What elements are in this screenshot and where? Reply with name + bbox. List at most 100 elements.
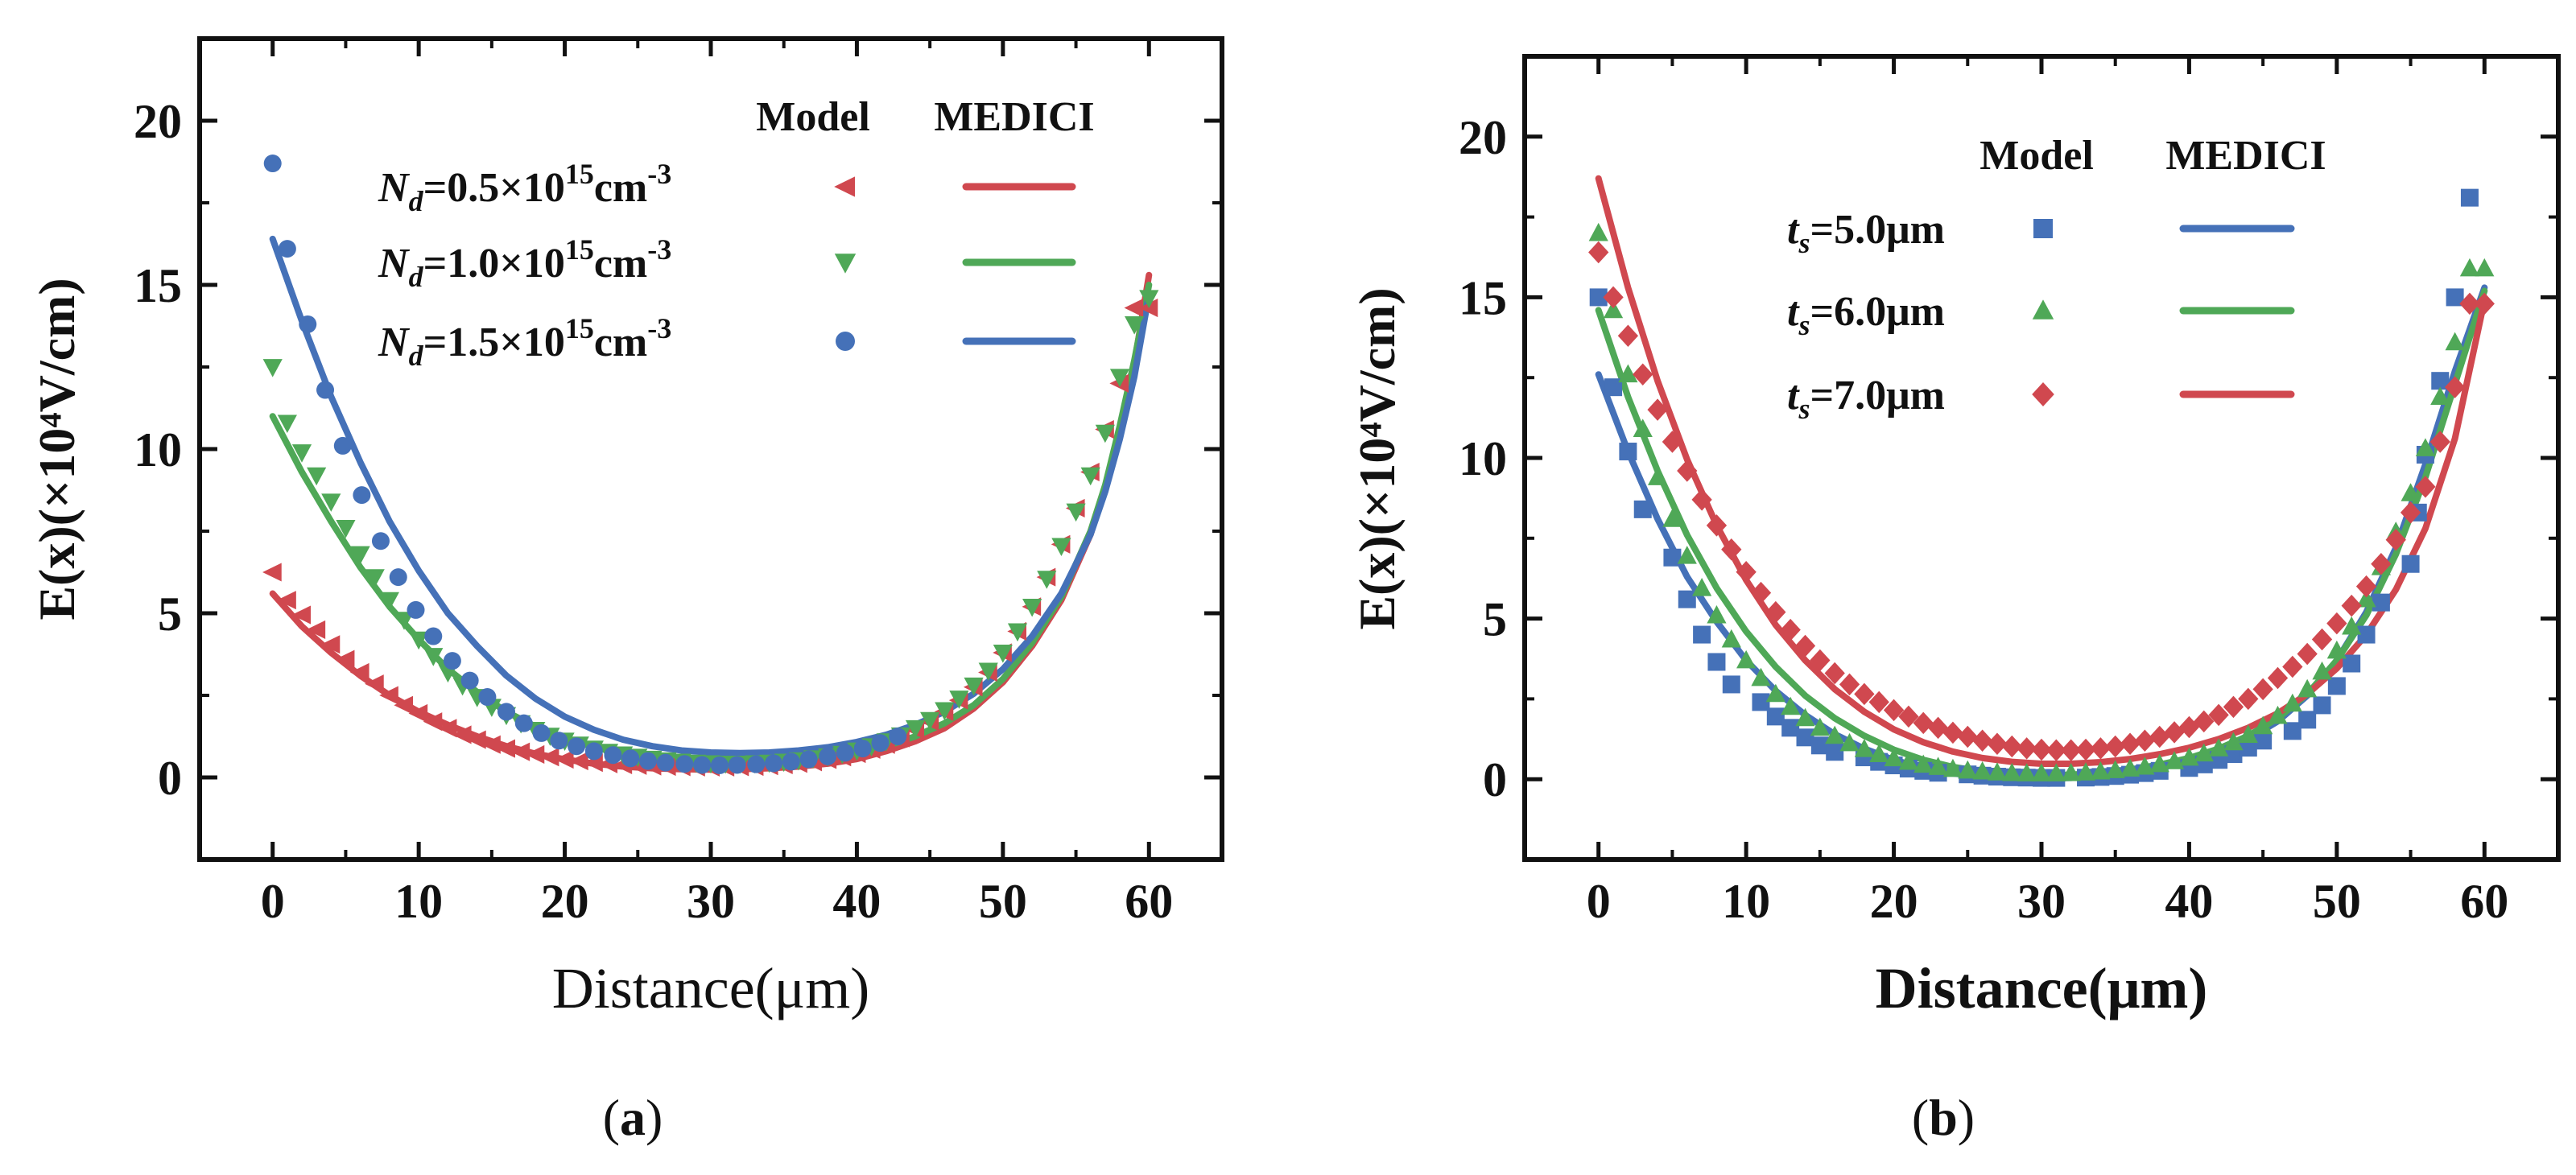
series-point-2 [949, 691, 969, 709]
series-point-3 [871, 734, 890, 752]
series-point-3 [2371, 552, 2392, 575]
series-point-1 [2401, 555, 2420, 573]
legend-header-medici: MEDICI [934, 94, 1094, 140]
series-point-2 [2179, 747, 2199, 766]
series-point-1 [2313, 696, 2331, 715]
series-point-3 [1824, 662, 1845, 685]
series-point-2 [1139, 290, 1159, 308]
series-point-3 [1942, 721, 1963, 744]
x-tick-label: 50 [979, 875, 1027, 928]
series-point-2 [2312, 661, 2332, 680]
series-point-2 [2061, 762, 2081, 781]
series-point-1 [467, 730, 486, 749]
series-point-2 [1958, 760, 1978, 779]
series-point-3 [353, 486, 371, 505]
series-point-3 [2311, 628, 2333, 651]
series-point-3 [675, 755, 694, 773]
series-point-3 [799, 750, 818, 769]
legend-header-medici: MEDICI [2165, 133, 2326, 179]
series-point-2 [2445, 332, 2465, 351]
series-point-2 [2475, 258, 2495, 277]
legend-subscript: d [409, 261, 424, 293]
series-point-3 [1839, 673, 1860, 696]
series-point-3 [638, 752, 657, 770]
series-point-3 [278, 240, 296, 258]
panel-label-close: ) [1958, 1089, 1975, 1146]
series-point-1 [554, 750, 574, 769]
legend-subscript: d [409, 340, 424, 372]
series-point-2 [2017, 763, 2037, 781]
series-point-3 [333, 436, 352, 455]
series-point-1 [1138, 299, 1158, 318]
series-point-3 [1780, 618, 1801, 641]
series-point-2 [2046, 763, 2066, 781]
series-point-2 [350, 546, 370, 565]
series-point-2 [423, 648, 444, 666]
series-point-3 [2385, 529, 2406, 551]
series-point-2 [321, 493, 341, 512]
series-point-3 [460, 671, 479, 690]
legend-var: N [378, 320, 411, 365]
series-point-2 [307, 467, 327, 486]
legend-label-1: Nd=0.5×1015cm-3 [378, 158, 671, 217]
legend-marker-3 [2032, 382, 2054, 406]
panel-label-letter: a [620, 1089, 646, 1146]
series-point-3 [2355, 575, 2377, 598]
series-point-2 [1051, 538, 1071, 557]
series-point-3 [1898, 705, 1919, 728]
legend-superscript: -3 [647, 158, 671, 190]
series-point-3 [1765, 600, 1786, 624]
y-tick-label: 0 [1483, 753, 1507, 806]
series-point-2 [2120, 758, 2140, 777]
series-point-3 [389, 568, 407, 587]
series-point-1 [306, 620, 326, 639]
legend-superscript: -3 [647, 233, 671, 266]
series-point-2 [1765, 683, 1785, 703]
legend-marker-2 [2032, 299, 2054, 320]
series-point-1 [2372, 593, 2390, 612]
series-point-2 [1869, 744, 1889, 762]
series-point-1 [1604, 378, 1623, 397]
series-point-2 [2430, 386, 2450, 406]
panel-label-open: ( [1912, 1089, 1929, 1146]
panel-label-letter: b [1929, 1089, 1958, 1146]
series-point-2 [1095, 424, 1115, 443]
series-point-3 [2429, 431, 2450, 453]
series-point-1 [349, 662, 369, 682]
series-point-3 [1662, 431, 1683, 453]
series-point-1 [2431, 372, 2450, 390]
series-point-2 [2223, 732, 2244, 751]
series-point-2 [2401, 483, 2421, 501]
legend-marker-1 [834, 176, 855, 197]
series-point-1 [1766, 707, 1785, 726]
y-tick-label: 5 [158, 588, 182, 641]
x-tick-label: 30 [687, 875, 735, 928]
series-point-2 [1037, 571, 1057, 589]
series-point-2 [2297, 678, 2318, 698]
series-point-3 [1677, 460, 1698, 482]
legend-var: t [1787, 207, 1800, 253]
series-point-3 [584, 742, 603, 761]
series-point-2 [1987, 762, 2008, 781]
series-point-3 [2252, 678, 2273, 701]
series-point-1 [335, 649, 355, 669]
series-line-1 [1595, 284, 2488, 782]
series-point-1 [2327, 677, 2346, 695]
x-tick-label: 60 [1125, 875, 1173, 928]
legend-unit: cm [594, 165, 647, 211]
series-point-1 [1707, 653, 1726, 671]
series-point-2 [1633, 418, 1653, 437]
series-point-2 [2282, 693, 2302, 712]
series-point-3 [1706, 514, 1728, 537]
series-point-2 [365, 569, 385, 588]
series-point-3 [836, 744, 854, 762]
series-point-2 [1928, 757, 1948, 775]
series-point-2 [291, 444, 312, 463]
series-point-3 [371, 532, 390, 550]
series-point-2 [905, 719, 926, 739]
series-point-2 [2149, 753, 2169, 773]
series-point-1 [510, 742, 530, 761]
x-tick-label: 20 [1870, 875, 1918, 928]
series-point-2 [2459, 258, 2480, 277]
series-point-3 [765, 754, 783, 773]
